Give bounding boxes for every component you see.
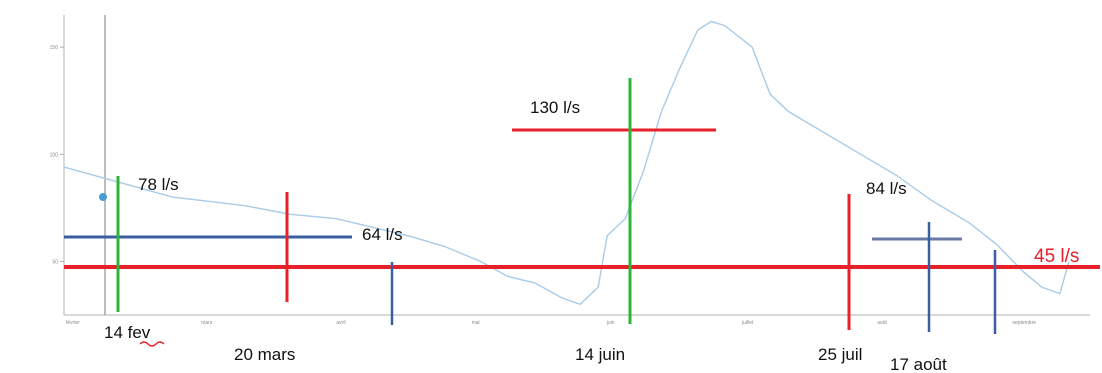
annotation-84: 84 l/s [866, 179, 907, 198]
annotation-64: 64 l/s [362, 225, 403, 244]
x-tick-label-5: juillet [741, 320, 754, 326]
date-label-17-aout: 17 août [890, 355, 947, 373]
date-label-25-juil: 25 juil [818, 345, 862, 364]
x-ticks: février mars avril mai juin juillet août septem… [66, 320, 1036, 326]
y-tick-label-1: 100 [50, 152, 59, 158]
x-tick-label-3: mai [472, 320, 480, 326]
annotation-marks [64, 78, 1100, 347]
x-tick-label-2: avril [336, 320, 345, 326]
date-label-14-juin: 14 juin [575, 345, 625, 364]
axes [63, 15, 1090, 316]
annotation-45: 45 l/s [1034, 246, 1079, 267]
x-tick-label-7: septembre [1012, 320, 1036, 326]
y-ticks: 50 100 150 [50, 45, 64, 265]
y-tick-label-2: 150 [50, 45, 59, 51]
flow-series-line [63, 20, 1070, 306]
spellcheck-squiggle [139, 341, 165, 347]
x-tick-label-0: février [66, 320, 80, 326]
x-tick-label-6: août [877, 320, 887, 326]
cursor-point [99, 193, 107, 201]
date-label-14-fev: 14 fev [104, 323, 151, 342]
x-tick-label-4: juin [606, 320, 615, 326]
annotation-130: 130 l/s [530, 98, 580, 117]
annotation-78: 78 l/s [138, 175, 179, 194]
date-label-20-mars: 20 mars [234, 345, 295, 364]
y-tick-label-0: 50 [52, 259, 58, 265]
x-tick-label-1: mars [201, 320, 213, 326]
